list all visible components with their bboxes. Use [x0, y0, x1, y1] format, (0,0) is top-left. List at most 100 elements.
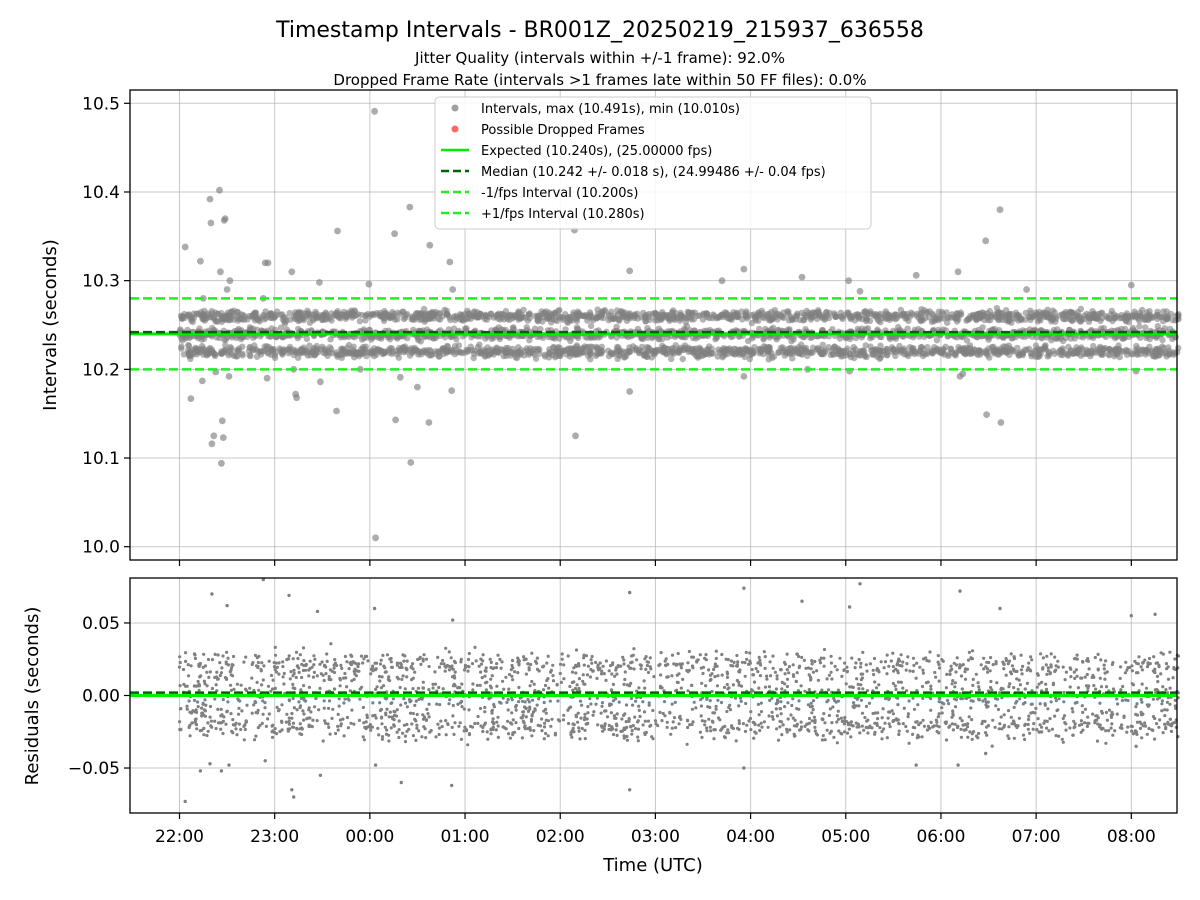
residual-point	[1047, 729, 1051, 733]
interval-point	[784, 308, 791, 315]
residual-point	[325, 659, 329, 664]
interval-point	[577, 312, 584, 319]
residual-point	[960, 719, 964, 723]
residual-point	[948, 672, 952, 677]
residual-point	[1124, 660, 1128, 664]
interval-point	[475, 350, 482, 357]
interval-point	[234, 309, 241, 316]
residual-point	[332, 687, 337, 691]
residual-point	[704, 653, 708, 657]
residual-point	[291, 721, 296, 725]
residual-point	[857, 725, 861, 729]
residual-point	[845, 731, 850, 735]
interval-outlier-point	[996, 206, 1004, 214]
interval-point	[652, 317, 659, 324]
residual-point	[762, 650, 766, 654]
residual-point	[405, 668, 409, 672]
interval-point	[626, 348, 634, 355]
interval-point	[924, 344, 931, 351]
residual-point	[775, 677, 779, 681]
residual-point	[677, 722, 681, 726]
residual-point	[1025, 668, 1029, 672]
residual-point	[1002, 662, 1006, 666]
residual-point	[891, 681, 896, 686]
residual-point	[188, 734, 192, 738]
residual-point	[940, 711, 944, 715]
residual-point	[934, 718, 939, 722]
interval-point	[394, 335, 401, 342]
interval-point	[625, 333, 632, 341]
residual-point	[607, 669, 611, 673]
residual-point	[810, 662, 814, 666]
interval-point	[742, 313, 749, 320]
interval-point	[1112, 347, 1119, 354]
interval-outlier-point	[218, 417, 226, 425]
residual-point	[708, 725, 712, 729]
residual-point	[1036, 673, 1040, 677]
interval-outlier-point	[217, 268, 224, 276]
residual-point	[1164, 688, 1168, 692]
interval-point	[871, 351, 878, 358]
intervals-y-tick-label: 10.5	[82, 94, 120, 114]
residual-point	[339, 663, 343, 668]
residual-point	[380, 722, 384, 726]
residual-point	[1019, 668, 1024, 672]
residual-point	[716, 698, 720, 702]
interval-outlier-point	[1023, 286, 1030, 293]
residual-point	[1030, 658, 1034, 662]
interval-point	[501, 311, 508, 318]
residual-point	[1081, 710, 1085, 715]
interval-point	[616, 317, 623, 324]
residual-point	[698, 730, 703, 734]
residual-point	[510, 658, 515, 663]
interval-outlier-point	[406, 203, 414, 211]
interval-point	[668, 355, 675, 363]
residual-point	[388, 710, 392, 714]
residual-point	[1164, 727, 1168, 731]
interval-point	[1117, 315, 1124, 322]
residual-point	[1036, 717, 1040, 721]
interval-point	[415, 335, 422, 342]
residual-point	[243, 727, 247, 732]
legend-dot-icon	[451, 125, 459, 133]
residual-point	[1020, 672, 1024, 676]
residual-point	[1116, 702, 1120, 706]
interval-outlier-point	[226, 277, 234, 285]
residual-point	[589, 658, 593, 662]
interval-outlier-point	[954, 268, 962, 276]
residual-point	[287, 722, 291, 726]
residual-point	[601, 664, 605, 668]
residual-point	[1107, 708, 1112, 712]
residual-point	[1087, 684, 1091, 688]
residual-point	[643, 686, 647, 690]
residual-point	[1168, 702, 1172, 706]
residual-point	[982, 656, 986, 660]
interval-point	[584, 317, 591, 324]
residual-point	[844, 682, 848, 686]
residual-point	[1027, 714, 1031, 718]
residual-point	[322, 699, 326, 703]
interval-point	[237, 315, 244, 322]
interval-outlier-point	[396, 373, 404, 381]
residual-point	[771, 654, 775, 658]
residual-point	[495, 720, 499, 724]
residual-point	[1062, 700, 1066, 704]
residual-point	[1055, 708, 1059, 713]
residual-point	[1025, 681, 1029, 686]
residual-point	[366, 659, 370, 663]
residual-point	[897, 732, 901, 737]
residual-point	[544, 731, 548, 736]
residual-point	[378, 662, 383, 666]
residual-point	[1060, 737, 1064, 741]
residual-point	[798, 664, 802, 668]
residual-point	[965, 725, 970, 729]
interval-point	[566, 349, 574, 356]
residual-point	[955, 725, 960, 730]
interval-point	[923, 308, 931, 316]
residual-point	[624, 720, 628, 724]
interval-point	[708, 350, 715, 357]
residual-point	[1092, 683, 1096, 688]
residual-point	[327, 725, 331, 730]
residual-point	[517, 685, 521, 690]
interval-point	[1034, 353, 1042, 361]
